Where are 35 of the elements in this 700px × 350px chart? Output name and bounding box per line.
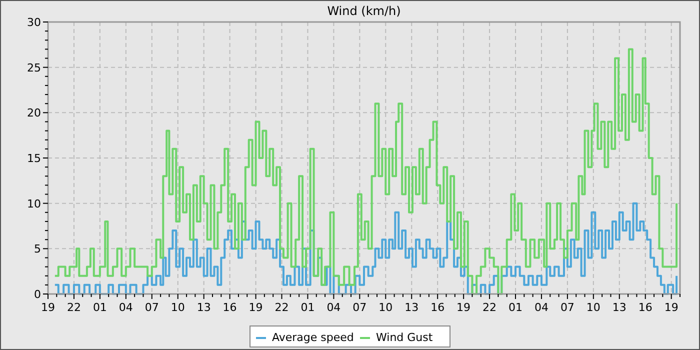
x-tick-label: 01 — [508, 301, 523, 314]
x-tick-label: 19 — [248, 301, 263, 314]
x-tick-label: 16 — [430, 301, 445, 314]
legend-label: Average speed — [272, 331, 354, 344]
x-tick-label: 22 — [66, 301, 81, 314]
x-tick-label: 07 — [144, 301, 159, 314]
x-tick-label: 04 — [118, 301, 133, 314]
x-tick-label: 19 — [664, 301, 678, 314]
x-tick-label: 07 — [352, 301, 367, 314]
y-tick-label: 10 — [27, 197, 41, 210]
x-tick-label: 13 — [404, 301, 419, 314]
y-tick-label: 30 — [27, 16, 41, 29]
x-tick-label: 01 — [92, 301, 107, 314]
x-tick-label: 07 — [560, 301, 574, 314]
y-tick-label: 15 — [27, 152, 41, 165]
x-tick-label: 04 — [534, 301, 548, 314]
legend-label: Wind Gust — [376, 331, 434, 344]
y-tick-label: 5 — [34, 242, 41, 256]
x-tick-label: 19 — [41, 301, 55, 314]
x-tick-label: 01 — [300, 301, 315, 314]
x-tick-label: 22 — [482, 301, 497, 314]
x-tick-label: 10 — [378, 301, 393, 314]
x-tick-label: 04 — [326, 301, 341, 314]
x-tick-label: 22 — [274, 301, 289, 314]
y-tick-label: 0 — [34, 288, 41, 301]
x-tick-label: 13 — [196, 301, 211, 314]
x-tick-label: 10 — [586, 301, 600, 314]
chart-title: Wind (km/h) — [327, 4, 401, 18]
x-tick-label: 16 — [222, 301, 237, 314]
x-tick-label: 10 — [170, 301, 185, 314]
y-tick-label: 20 — [27, 106, 41, 120]
x-tick-label: 16 — [638, 301, 652, 314]
y-tick-label: 25 — [27, 61, 41, 74]
x-tick-label: 19 — [456, 301, 471, 314]
x-tick-label: 13 — [612, 301, 626, 314]
